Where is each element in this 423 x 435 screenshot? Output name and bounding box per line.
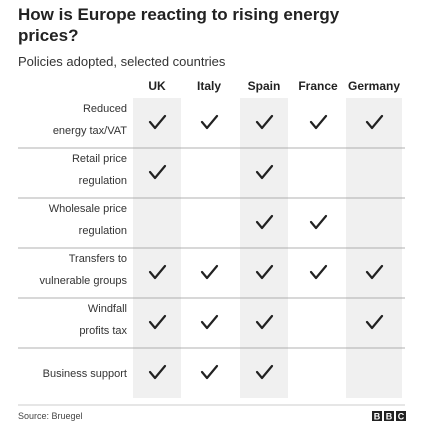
column-header: Germany (348, 79, 400, 93)
check-mark (365, 114, 384, 130)
check-mark (309, 214, 328, 230)
row-label: energy tax/VAT (53, 125, 127, 137)
check-mark (365, 264, 384, 280)
check-mark (148, 164, 167, 180)
row-label: Retail price (72, 153, 127, 165)
check-mark (200, 114, 219, 130)
logo-box (396, 411, 406, 421)
check-mark (200, 264, 219, 280)
row-label: vulnerable groups (40, 275, 128, 287)
title: prices? (18, 26, 78, 45)
column-header: Italy (197, 79, 221, 93)
check-mark (148, 364, 167, 380)
logo-letter: C (398, 412, 405, 422)
row-label: regulation (79, 225, 127, 237)
check-mark (365, 314, 384, 330)
check-mark (200, 364, 219, 380)
check-mark (255, 364, 274, 380)
column-header: France (298, 79, 338, 93)
check-mark (309, 114, 328, 130)
check-mark (309, 264, 328, 280)
source: Source: Bruegel (18, 411, 83, 421)
subtitle: Policies adopted, selected countries (18, 54, 226, 69)
column-header: Spain (248, 79, 281, 93)
row-label: profits tax (79, 325, 127, 337)
check-mark (148, 114, 167, 130)
check-mark (255, 214, 274, 230)
column-header: UK (148, 79, 166, 93)
logo-letter: B (386, 412, 393, 422)
row-label: Windfall (88, 303, 127, 315)
check-mark (148, 314, 167, 330)
check-mark (200, 314, 219, 330)
check-mark (255, 264, 274, 280)
check-mark (255, 114, 274, 130)
row-label: Transfers to (69, 253, 127, 265)
check-mark (255, 164, 274, 180)
row-label: Business support (43, 368, 127, 380)
check-mark (255, 314, 274, 330)
row-label: Reduced (83, 103, 127, 115)
row-label: regulation (79, 175, 127, 187)
check-mark (148, 264, 167, 280)
logo-letter: B (374, 412, 381, 422)
logo-box (384, 411, 394, 421)
title: How is Europe reacting to rising energy (18, 5, 340, 24)
row-label: Wholesale price (49, 203, 127, 215)
logo-box (372, 411, 382, 421)
